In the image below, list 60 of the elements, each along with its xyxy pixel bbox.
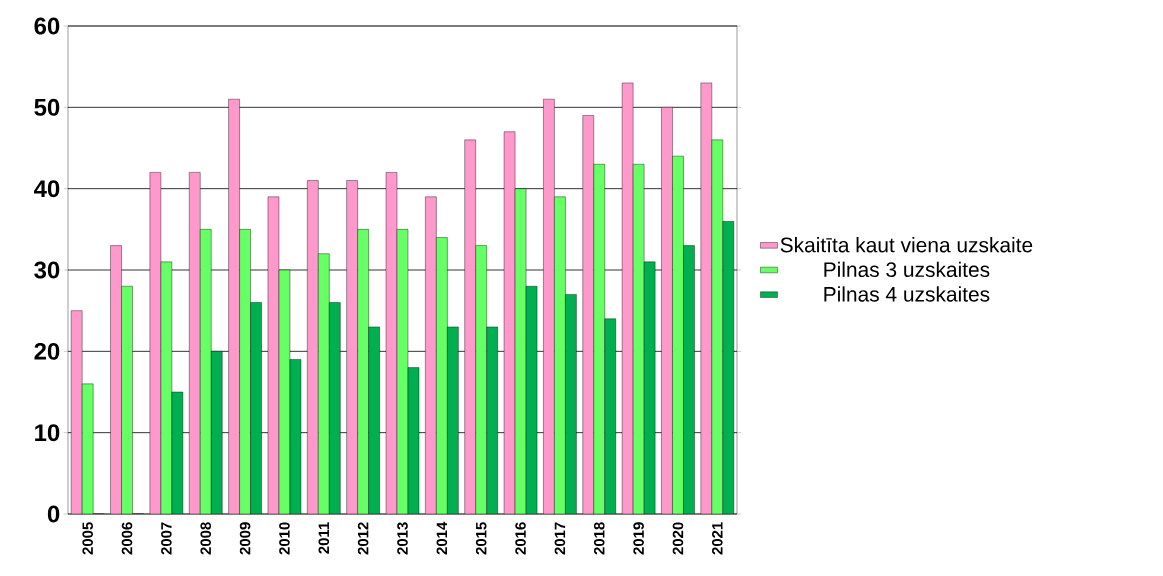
x-tick-label: 2018 [593, 522, 605, 555]
y-tick-label: 30 [34, 261, 60, 279]
x-tick-label: 2012 [357, 522, 369, 555]
y-tick-label: 50 [34, 98, 60, 116]
bar [711, 139, 724, 514]
legend-label: Pilnas 4 uzskaites [824, 286, 990, 302]
bar [357, 229, 369, 514]
x-tick-label: 2020 [672, 522, 684, 555]
bar [543, 99, 555, 514]
bar [722, 221, 735, 514]
bar [329, 302, 341, 514]
bar [70, 310, 83, 514]
bar [565, 294, 577, 514]
bar [604, 318, 616, 514]
bar [121, 286, 133, 514]
bar [554, 196, 566, 514]
bar [486, 326, 498, 514]
bar [436, 237, 448, 514]
bar [239, 229, 251, 514]
x-tick-label: 2007 [161, 522, 172, 555]
bar [346, 180, 358, 514]
x-tick-label: 2013 [397, 522, 408, 555]
x-tick-label: 2017 [554, 522, 566, 555]
bar [593, 164, 605, 514]
y-tick-label: 40 [33, 180, 60, 198]
x-tick-label: 2019 [633, 522, 644, 555]
x-tick-label: 2006 [121, 522, 133, 555]
bar [672, 155, 684, 514]
y-tick-label: 10 [35, 424, 60, 442]
x-tick-label: 2010 [279, 522, 290, 555]
bar [683, 245, 695, 514]
bar [200, 229, 212, 514]
bar [661, 107, 673, 514]
x-tick-label: 2015 [475, 522, 487, 555]
x-tick-label: 2021 [712, 522, 723, 555]
legend-label: Skaitīta kaut viena uzskaite [780, 237, 1033, 253]
bar [475, 245, 487, 514]
y-tick-label: 0 [47, 505, 60, 523]
bar [368, 326, 380, 514]
bar [228, 99, 240, 514]
bar [464, 139, 476, 514]
y-tick-label: 20 [34, 342, 60, 360]
x-tick-label: 2009 [239, 522, 251, 555]
bar [425, 196, 437, 514]
bar [189, 172, 201, 514]
bar [700, 82, 713, 514]
y-tick-label: 60 [34, 17, 60, 35]
bar [318, 253, 330, 514]
x-tick-label: 2005 [82, 522, 93, 555]
x-tick-label: 2011 [318, 522, 330, 554]
x-tick-label: 2008 [200, 522, 212, 555]
x-tick-label: 2016 [515, 522, 526, 555]
bar [447, 326, 459, 514]
legend-label: Pilnas 3 uzskaites [824, 261, 990, 278]
x-tick-label: 2014 [436, 521, 448, 555]
bar [582, 115, 594, 514]
bar [250, 302, 262, 514]
bar [211, 351, 223, 514]
bar [307, 180, 319, 514]
bar [110, 245, 122, 514]
